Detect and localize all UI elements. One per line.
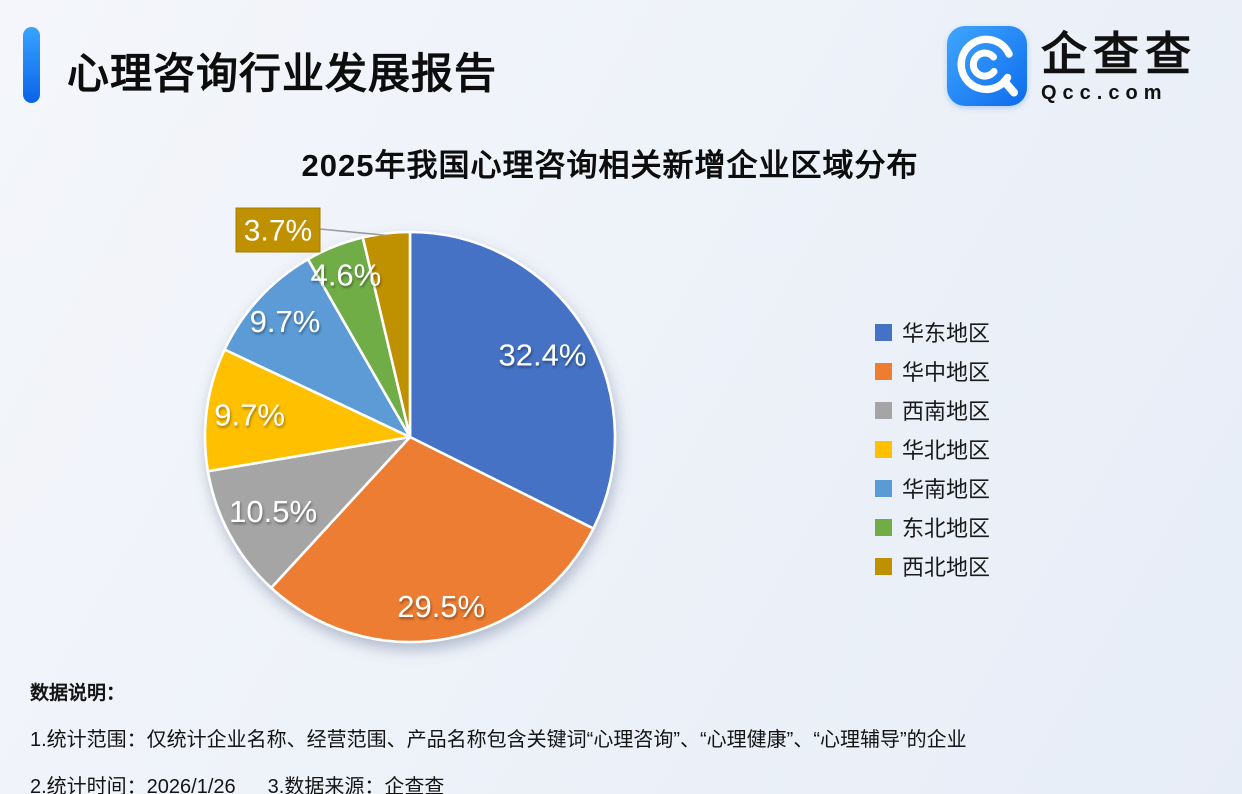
pie-slice-0	[408, 230, 617, 530]
data-notes: 数据说明： 1.统计范围：仅统计企业名称、经营范围、产品名称包含关键词“心理咨询…	[30, 678, 967, 794]
pie-slice-6	[361, 230, 412, 439]
legend-swatch	[875, 362, 892, 380]
pie-label-2: 10.5%	[229, 494, 317, 529]
pie-callout-label: 3.7%	[244, 215, 312, 248]
pie-label-5: 4.6%	[311, 257, 382, 292]
pie-label-3: 9.7%	[214, 397, 285, 432]
legend-label: 华中地区	[902, 360, 991, 385]
pie-label-1: 29.5%	[397, 589, 485, 624]
pie-slice-5	[306, 236, 412, 439]
note-line-2: 2.统计时间：2026/1/26 3.数据来源：企查查	[30, 770, 967, 794]
legend-label: 华北地区	[902, 438, 991, 463]
qcc-logo-icon	[947, 26, 1027, 106]
page-title: 心理咨询行业发展报告	[67, 50, 498, 97]
legend-swatch	[875, 518, 892, 536]
legend-item: 西北地区	[875, 555, 990, 580]
brand-domain: Qcc.com	[1041, 81, 1168, 104]
pie-slice-1	[269, 435, 595, 644]
callout-leader-line	[319, 228, 387, 237]
chart-title: 2025年我国心理咨询相关新增企业区域分布	[301, 148, 919, 183]
pie-label-0: 32.4%	[499, 338, 587, 373]
pie-label-4: 9.7%	[250, 304, 321, 339]
note-stat-time: 2.统计时间：2026/1/26	[30, 776, 236, 794]
legend-item: 华南地区	[875, 477, 990, 502]
pie-slice-4	[223, 257, 412, 439]
legend-label: 华南地区	[902, 477, 991, 502]
legend-item: 西南地区	[875, 399, 990, 424]
callout-box	[235, 207, 321, 253]
note-source: 3.数据来源：企查查	[267, 776, 445, 794]
legend-item: 华中地区	[875, 360, 990, 385]
pie-slice-3	[203, 348, 412, 473]
legend-label: 华东地区	[902, 321, 991, 346]
legend-label: 西北地区	[902, 555, 991, 580]
chart-legend: 华东地区华中地区西南地区华北地区华南地区东北地区西北地区	[875, 321, 990, 580]
legend-swatch	[875, 557, 892, 575]
pie-slice-2	[206, 435, 412, 590]
brand-name: 企查查	[1041, 27, 1197, 80]
magnifier-q-icon	[957, 35, 1018, 97]
brand-logo: 企查查 Qcc.com	[947, 26, 1197, 106]
notes-heading: 数据说明：	[30, 683, 126, 704]
title-accent-bar	[23, 27, 40, 103]
legend-swatch	[875, 479, 892, 497]
brand-text: 企查查 Qcc.com	[1041, 28, 1197, 105]
legend-swatch	[875, 323, 892, 341]
legend-swatch	[875, 440, 892, 458]
legend-swatch	[875, 401, 892, 419]
legend-item: 华北地区	[875, 438, 990, 463]
note-line-1: 1.统计范围：仅统计企业名称、经营范围、产品名称包含关键词“心理咨询”、“心理健…	[30, 729, 967, 751]
legend-label: 西南地区	[902, 399, 991, 424]
legend-label: 东北地区	[902, 516, 991, 541]
legend-item: 东北地区	[875, 516, 990, 541]
legend-item: 华东地区	[875, 321, 990, 346]
